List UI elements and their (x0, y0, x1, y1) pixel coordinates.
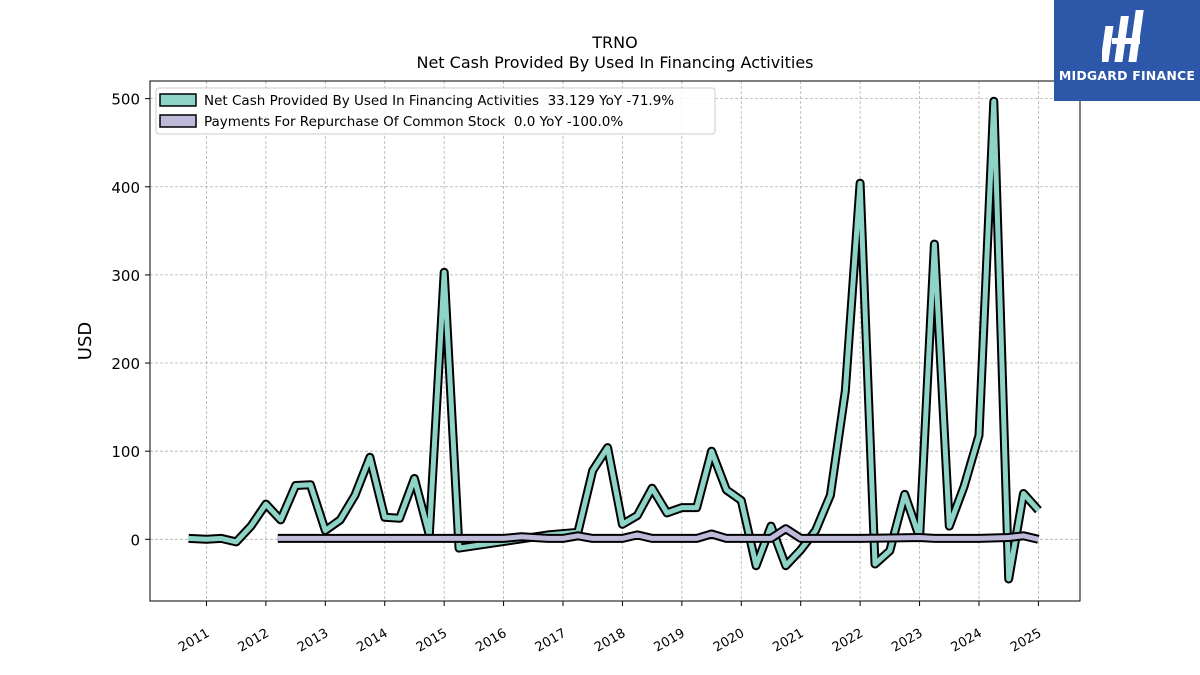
series-layer (188, 96, 1042, 584)
x-tick-label: 2019 (652, 626, 688, 656)
y-tick-label: 500 (111, 91, 140, 109)
series-repurchase-line (277, 526, 1039, 542)
y-tick-label: 0 (130, 531, 140, 549)
x-tick-label: 2017 (533, 626, 569, 656)
x-tick-label: 2024 (949, 626, 985, 656)
legend-box (155, 87, 716, 135)
x-tick-label: 2012 (236, 626, 272, 656)
midgard-finance-logo: MIDGARD FINANCE (1054, 0, 1200, 101)
x-tick-label: 2025 (1008, 626, 1044, 656)
midgard-logo-icon (1102, 10, 1144, 62)
x-tick-label: 2011 (176, 626, 212, 656)
x-tick-label: 2013 (295, 626, 331, 656)
chart-title: TRNO (591, 33, 637, 52)
legend: Net Cash Provided By Used In Financing A… (155, 87, 716, 135)
chart-subtitle: Net Cash Provided By Used In Financing A… (416, 53, 813, 72)
y-tick-label: 300 (111, 267, 140, 285)
legend-swatch-repurchase (159, 114, 197, 128)
plot-area-frame (149, 80, 1081, 602)
series-financing-line (188, 98, 1041, 582)
x-tick-label: 2015 (414, 626, 450, 656)
x-tick-label: 2014 (354, 626, 390, 656)
legend-label-financing: Net Cash Provided By Used In Financing A… (204, 93, 674, 109)
x-tick-label: 2022 (830, 626, 866, 656)
y-tick-label: 200 (111, 355, 140, 373)
y-axis-label: USD (75, 322, 96, 360)
y-tick-label: 100 (111, 443, 140, 461)
x-tick-label: 2023 (889, 626, 925, 656)
x-tick-label: 2018 (592, 626, 628, 656)
legend-swatch-financing (159, 93, 197, 107)
legend-label-repurchase: Payments For Repurchase Of Common Stock … (204, 114, 623, 130)
x-tick-label: 2020 (711, 626, 747, 656)
axis-ticks: 0 100 200 300 400 500 2011 2012 2013 2014 2015 2016… (111, 91, 1044, 656)
y-tick-label: 400 (111, 179, 140, 197)
x-tick-label: 2016 (473, 626, 509, 656)
x-tick-label: 2021 (770, 626, 806, 656)
logo-text: MIDGARD FINANCE (1058, 68, 1196, 83)
